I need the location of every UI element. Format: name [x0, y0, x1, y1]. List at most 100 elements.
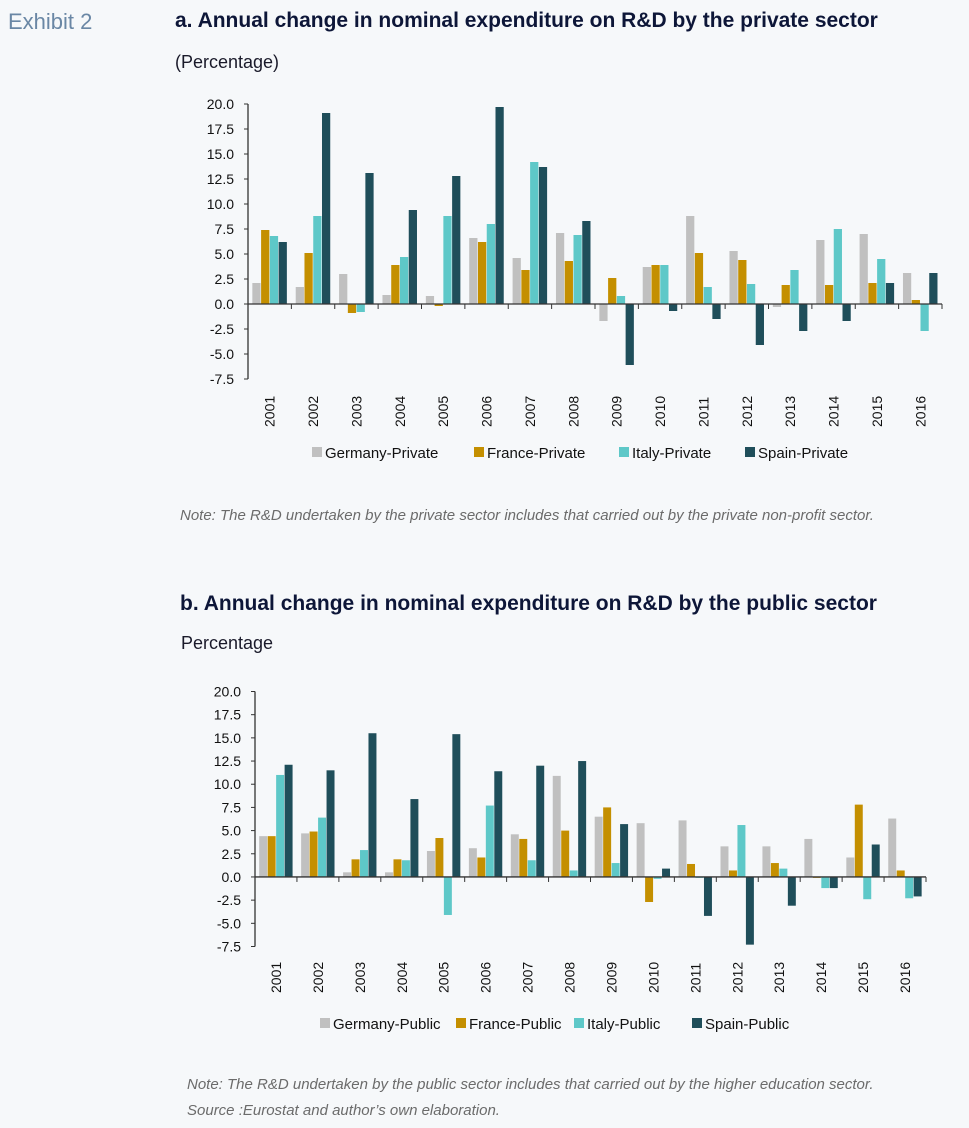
bar-france-public-2008 — [561, 830, 570, 877]
bar-italy-public-2006 — [485, 805, 494, 877]
bar-france-private-2007 — [521, 270, 530, 304]
x-tick-label: 2006 — [479, 396, 495, 427]
bar-spain-private-2010 — [668, 304, 678, 311]
chart-b-title: b. Annual change in nominal expenditure … — [180, 592, 877, 615]
bar-germany-private-2007 — [512, 258, 521, 304]
legend-swatch-italy — [574, 1018, 584, 1028]
chart-b-public-sector: 20.0 17.5 15.0 12.5 10.0 7.5 5.0 2.5 0.0 -2.5 -5.0… — [214, 684, 927, 1033]
legend-swatch-italy — [619, 447, 629, 457]
y-tick-label: -5.0 — [217, 915, 241, 931]
bar-italy-private-2011 — [703, 287, 712, 304]
y-tick-label: 17.5 — [207, 121, 234, 137]
y-tick-label: -2.5 — [217, 892, 241, 908]
bar-germany-public-2013 — [762, 846, 771, 877]
bar-germany-public-2003 — [343, 872, 352, 877]
legend-label-italy: Italy-Public — [587, 1016, 661, 1033]
x-tick-label: 2001 — [262, 396, 278, 427]
bar-spain-private-2007 — [538, 167, 548, 304]
bar-germany-public-2014 — [804, 838, 813, 877]
bar-france-private-2013 — [781, 285, 790, 304]
bar-france-public-2016 — [896, 870, 905, 877]
bar-france-public-2004 — [393, 859, 402, 877]
bar-france-public-2003 — [351, 859, 360, 877]
bar-italy-private-2012 — [746, 284, 756, 304]
bar-italy-public-2004 — [401, 860, 410, 877]
bar-france-public-2011 — [687, 863, 696, 877]
bar-germany-public-2010 — [636, 823, 645, 877]
y-tick-label: 20.0 — [214, 684, 241, 700]
bar-germany-public-2011 — [678, 820, 687, 877]
bar-italy-public-2014 — [821, 876, 830, 889]
bar-spain-public-2012 — [745, 876, 754, 945]
bar-germany-public-2008 — [552, 775, 561, 877]
bar-italy-public-2015 — [863, 876, 872, 900]
bar-spain-public-2007 — [536, 765, 545, 877]
bar-france-private-2003 — [347, 304, 357, 313]
legend-swatch-france — [474, 447, 484, 457]
bar-spain-private-2016 — [929, 273, 938, 304]
bar-italy-private-2010 — [660, 265, 669, 304]
bar-germany-public-2004 — [385, 872, 393, 877]
bar-germany-private-2005 — [425, 296, 435, 304]
y-tick-label: -7.5 — [217, 939, 241, 955]
bar-germany-public-2009 — [594, 816, 603, 877]
bar-italy-private-2008 — [573, 235, 582, 304]
bar-italy-public-2009 — [611, 863, 620, 877]
exhibit-label: Exhibit 2 — [8, 9, 93, 34]
y-tick-label: 5.0 — [215, 246, 235, 262]
bar-germany-public-2012 — [720, 846, 729, 877]
x-tick-label: 2007 — [522, 396, 538, 427]
y-tick-label: 15.0 — [214, 730, 241, 746]
bar-france-public-2012 — [728, 870, 737, 877]
bar-spain-private-2015 — [885, 283, 895, 304]
legend-label-germany: Germany-Public — [333, 1016, 441, 1033]
x-tick-label: 2012 — [729, 962, 745, 993]
bar-germany-public-2001 — [259, 836, 268, 877]
bar-italy-private-2013 — [790, 270, 799, 304]
bar-germany-private-2016 — [902, 273, 912, 304]
bar-germany-private-2002 — [295, 287, 304, 304]
x-tick-label: 2002 — [310, 962, 326, 993]
x-tick-label: 2009 — [609, 396, 625, 427]
legend-swatch-spain — [745, 447, 755, 457]
bar-italy-public-2013 — [779, 868, 788, 877]
bar-italy-public-2008 — [569, 870, 578, 877]
bar-germany-private-2013 — [772, 304, 782, 307]
bar-germany-private-2010 — [642, 267, 651, 304]
x-tick-label: 2010 — [652, 396, 668, 427]
bar-italy-private-2016 — [920, 304, 929, 331]
bar-italy-private-2009 — [616, 296, 626, 304]
bar-france-private-2016 — [911, 300, 920, 304]
y-tick-label: 0.0 — [222, 869, 242, 885]
y-tick-label: 15.0 — [207, 146, 234, 162]
bar-germany-private-2004 — [382, 295, 391, 304]
bar-italy-private-2003 — [356, 304, 365, 312]
bar-italy-private-2014 — [833, 229, 842, 304]
bar-spain-public-2006 — [494, 771, 503, 877]
bar-germany-public-2007 — [510, 834, 519, 877]
bar-france-private-2012 — [738, 260, 747, 304]
x-tick-label: 2009 — [603, 962, 619, 993]
bar-spain-public-2015 — [871, 844, 880, 877]
x-tick-label: 2007 — [520, 962, 536, 993]
bar-germany-public-2002 — [301, 833, 310, 877]
x-tick-label: 2002 — [305, 396, 321, 427]
bar-spain-private-2009 — [625, 304, 634, 365]
y-tick-label: -5.0 — [210, 346, 234, 362]
bar-spain-public-2005 — [452, 734, 461, 877]
y-tick-label: 10.0 — [214, 776, 241, 792]
x-tick-label: 2014 — [826, 396, 842, 427]
legend-label-france: France-Public — [469, 1016, 562, 1033]
bar-italy-private-2002 — [313, 216, 322, 304]
bar-italy-public-2003 — [360, 850, 368, 877]
bar-spain-private-2013 — [799, 304, 808, 331]
y-tick-label: -7.5 — [210, 371, 234, 387]
bar-france-private-2010 — [651, 265, 660, 304]
x-tick-label: 2012 — [739, 396, 755, 427]
y-tick-label: -2.5 — [210, 321, 234, 337]
legend-swatch-germany — [312, 447, 322, 457]
y-tick-label: 12.5 — [207, 171, 234, 187]
bar-germany-private-2014 — [816, 240, 825, 304]
bar-spain-public-2010 — [662, 868, 671, 877]
bar-germany-public-2006 — [468, 848, 477, 877]
